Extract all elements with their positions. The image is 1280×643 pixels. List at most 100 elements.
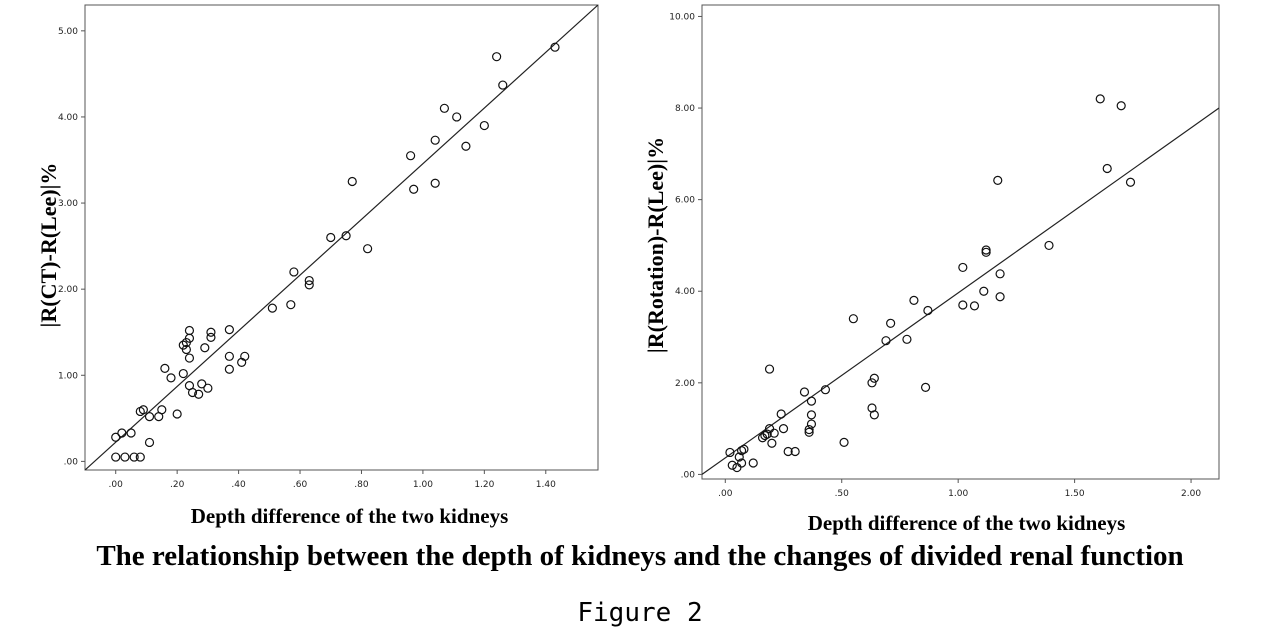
scatter-chart-ct-lee: .00 .20 .40 .60 .80 1.00 1.20 1.40 .00 1.00 2.00 3.…: [36, 4, 599, 528]
data-point: [111, 432, 121, 442]
x-tick-label: 1.20: [474, 480, 494, 490]
data-point: [452, 112, 462, 122]
data-point: [126, 428, 136, 438]
y-axis-title: |R(Rotation)-R(Lee)|%: [643, 137, 668, 353]
data-point: [160, 363, 170, 373]
data-point: [200, 343, 210, 353]
data-point: [783, 446, 793, 457]
data-point: [197, 379, 207, 389]
data-point: [958, 262, 968, 273]
data-point: [727, 460, 737, 470]
data-point: [289, 267, 299, 277]
data-point: [760, 430, 770, 441]
data-point: [409, 184, 419, 194]
data-point: [206, 327, 216, 337]
data-point: [430, 135, 440, 145]
data-point: [304, 280, 314, 290]
data-point: [492, 52, 502, 62]
data-point: [1095, 94, 1105, 104]
data-point: [739, 444, 749, 454]
data-point: [748, 458, 758, 468]
x-axis-title: Depth difference of the two kidneys: [808, 511, 1126, 535]
data-point: [1102, 163, 1112, 174]
data-point: [194, 389, 204, 399]
data-point: [341, 231, 351, 241]
data-point: [224, 351, 234, 361]
data-point: [732, 462, 742, 473]
data-point: [203, 383, 213, 393]
data-point: [902, 334, 912, 344]
data-point: [869, 373, 879, 383]
data-point: [806, 419, 817, 429]
fit-line: [702, 107, 1219, 475]
data-point: [764, 424, 775, 434]
data-point: [111, 452, 121, 462]
figure-label: Figure 2: [577, 598, 703, 628]
data-point: [184, 325, 195, 336]
data-point: [804, 427, 814, 437]
data-point: [867, 378, 877, 388]
data-point: [240, 351, 250, 361]
data-point: [172, 409, 182, 419]
data-point: [117, 428, 127, 438]
data-point: [178, 368, 188, 379]
data-point: [498, 80, 508, 90]
data-point: [806, 396, 817, 406]
x-tick-label: 1.50: [1065, 489, 1085, 499]
data-point: [120, 452, 130, 462]
y-tick-label: 4.00: [58, 113, 78, 123]
data-point: [790, 446, 800, 457]
y-tick-label: 4.00: [675, 287, 695, 297]
data-point: [886, 318, 896, 328]
x-tick-label: 1.00: [948, 489, 968, 499]
y-tick-label: 8.00: [675, 104, 695, 114]
y-tick-label: .00: [681, 470, 696, 480]
data-point: [725, 447, 735, 458]
x-tick-label: .00: [109, 480, 124, 490]
data-point: [224, 364, 234, 374]
data-point: [224, 325, 234, 335]
y-tick-label: 1.00: [58, 371, 78, 381]
data-point: [993, 175, 1003, 186]
data-point: [736, 446, 747, 456]
y-axis-title: |R(CT)-R(Lee)|%: [36, 163, 61, 328]
data-point: [969, 301, 980, 311]
y-tick-label: 2.00: [58, 285, 78, 295]
x-tick-label: .50: [835, 489, 850, 499]
y-tick-label: 3.00: [58, 199, 78, 209]
data-point: [461, 141, 471, 151]
data-point: [430, 178, 440, 188]
plot-frame: [701, 4, 1220, 480]
data-point: [187, 387, 198, 398]
data-point: [326, 232, 336, 243]
data-point: [981, 245, 991, 255]
x-tick-label: .00: [718, 489, 733, 499]
x-tick-label: .60: [293, 480, 308, 490]
data-point: [778, 424, 789, 434]
data-point: [286, 300, 296, 310]
data-point: [184, 353, 195, 363]
y-tick-label: 6.00: [675, 196, 695, 206]
data-point: [734, 452, 744, 462]
data-point: [406, 151, 416, 161]
data-point: [762, 429, 772, 439]
y-tick-label: 10.00: [669, 12, 695, 22]
data-point: [804, 424, 814, 435]
data-point: [347, 176, 357, 187]
data-point: [135, 452, 145, 462]
data-point: [129, 452, 139, 462]
x-axis-title: Depth difference of the two kidneys: [191, 504, 509, 528]
data-point: [157, 405, 167, 415]
data-point: [806, 410, 817, 420]
x-tick-label: 1.40: [536, 480, 556, 490]
scatter-chart-rotation-lee: .00 .50 1.00 1.50 2.00 .00 2.00 4.00 6.00 8.00 10.…: [643, 4, 1220, 535]
data-point: [304, 275, 314, 286]
data-point: [144, 412, 155, 422]
data-point: [363, 244, 373, 254]
data-point: [181, 344, 191, 355]
x-tick-label: .20: [170, 480, 185, 490]
data-point: [958, 300, 968, 310]
data-point: [267, 303, 277, 313]
data-point: [138, 405, 148, 415]
data-point: [909, 295, 919, 305]
